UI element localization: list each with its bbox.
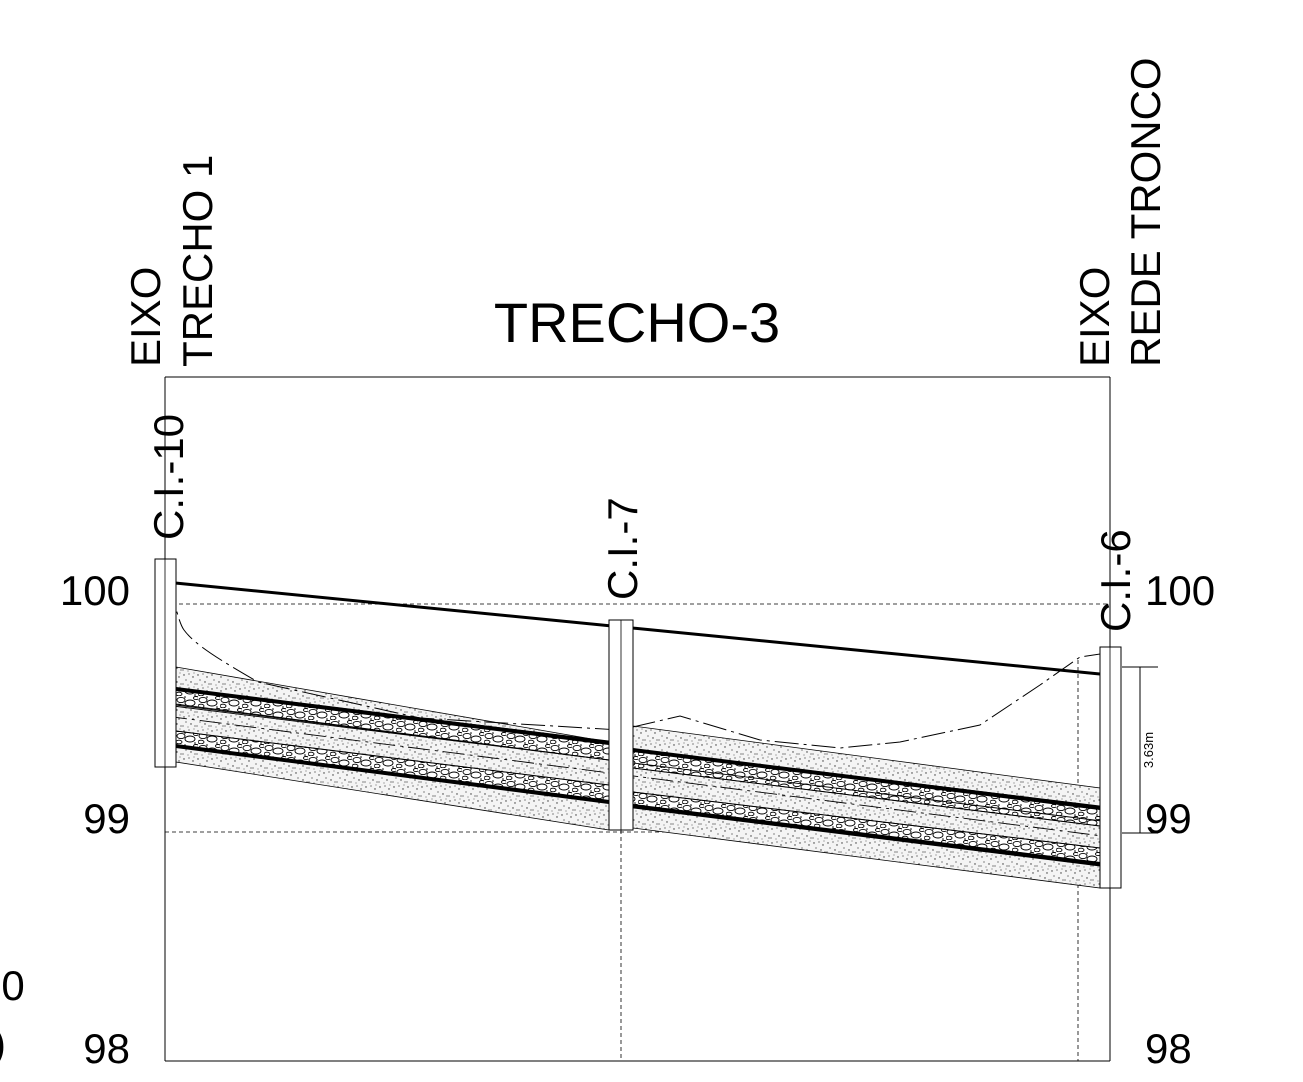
axis-label-left-trecho: TRECHO 1 [174, 155, 221, 367]
tick-right-100: 100 [1145, 567, 1215, 614]
chamber-label-right: C.I.-6 [1092, 529, 1139, 632]
axis-label-right-rede: REDE TRONCO [1122, 57, 1169, 367]
trench-layers-right [632, 725, 1101, 889]
chamber-right-box [1099, 646, 1122, 889]
street-surface-line [164, 580, 1111, 677]
profile-title: TRECHO-3 [494, 291, 780, 354]
cutoff-fragment-bottom: ) [0, 1020, 6, 1067]
cutoff-fragment-top: 00 [0, 962, 25, 1009]
tick-left-98: 98 [83, 1025, 130, 1072]
depth-dimension-label: 3.63m [1141, 732, 1156, 768]
trench-bottom-line [164, 704, 1111, 823]
chamber-left-box [154, 558, 177, 768]
axis-label-right-eixo: EIXO [1071, 267, 1118, 367]
axis-label-left-eixo: EIXO [122, 267, 169, 367]
tick-right-99: 99 [1145, 795, 1192, 842]
tick-left-100: 100 [60, 567, 130, 614]
terrain-profile-line [167, 583, 1111, 749]
tick-left-99: 99 [83, 795, 130, 842]
chamber-label-middle: C.I.-7 [599, 497, 646, 600]
depth-dimension [1122, 666, 1158, 834]
tick-right-98: 98 [1145, 1025, 1192, 1072]
chamber-label-left: C.I.-10 [145, 414, 192, 540]
trench-layers-left [175, 666, 610, 831]
pipe-centerline [164, 715, 1111, 838]
